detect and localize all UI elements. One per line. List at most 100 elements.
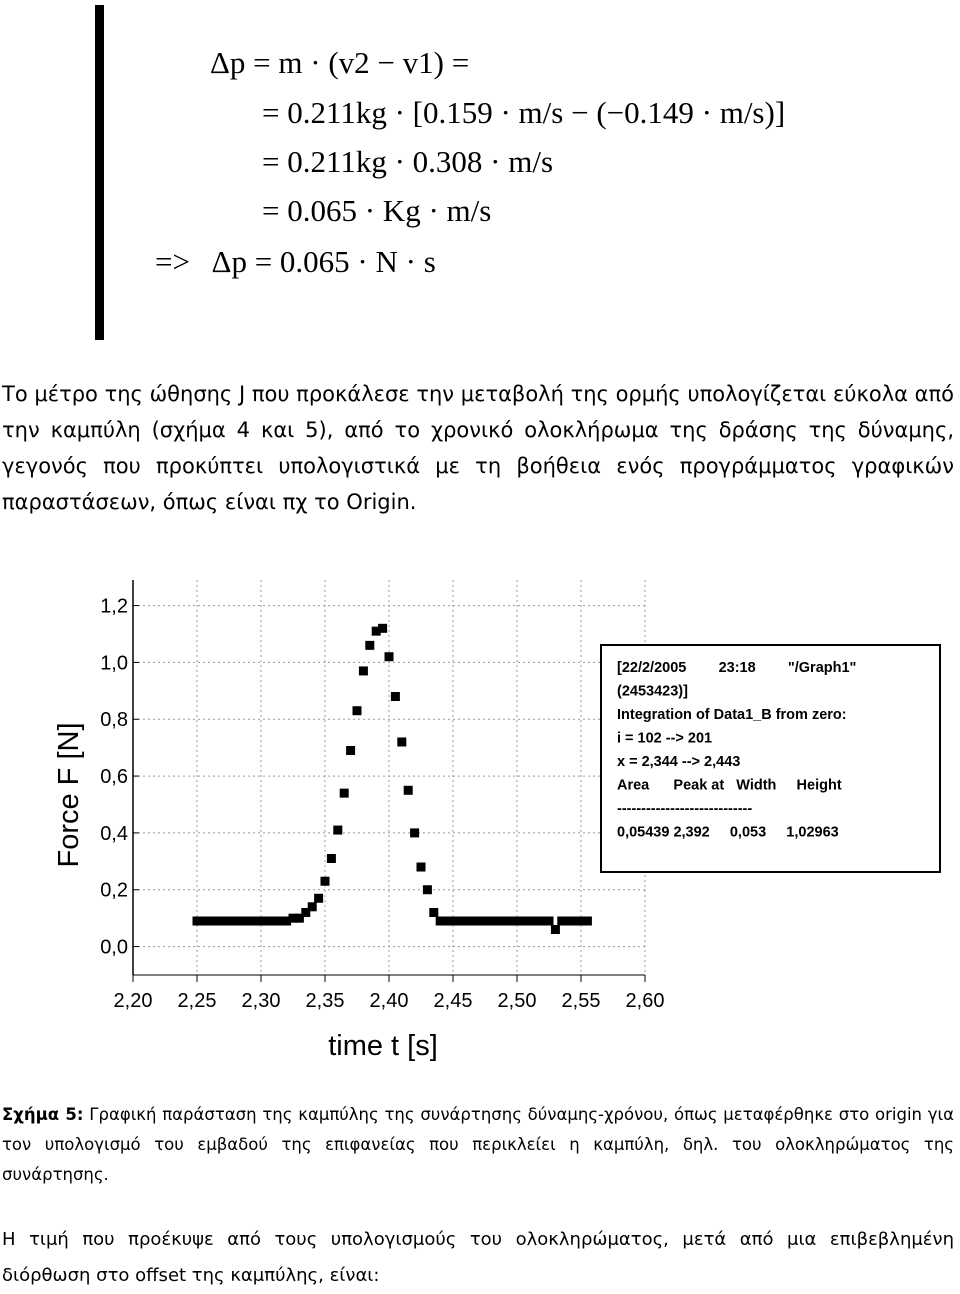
data-point [346, 746, 356, 756]
data-point [307, 902, 317, 912]
data-point [339, 788, 349, 798]
x-tick-label: 2,30 [242, 990, 281, 1012]
data-point [576, 916, 586, 926]
annotation-line: ---------------------------- [617, 801, 752, 817]
data-point [378, 623, 388, 633]
data-point [422, 885, 432, 895]
data-point [320, 876, 330, 886]
data-point [269, 916, 279, 926]
data-point [518, 916, 528, 926]
data-point [499, 916, 509, 926]
data-point [582, 916, 592, 926]
data-point [512, 916, 522, 926]
data-point [416, 862, 426, 872]
data-point [314, 893, 324, 903]
data-point [467, 916, 477, 926]
data-point [205, 916, 215, 926]
data-point [474, 916, 484, 926]
y-tick-label: 0,0 [100, 937, 128, 959]
equation-line: Δp = m · (v2 − v1) = [210, 45, 470, 80]
data-point [538, 916, 548, 926]
data-point [448, 916, 458, 926]
bar [95, 5, 104, 340]
data-point [570, 916, 580, 926]
y-tick-label: 1,0 [100, 652, 128, 674]
x-tick-label: 2,40 [370, 990, 409, 1012]
y-tick-label: 0,2 [100, 880, 128, 902]
data-point [461, 916, 471, 926]
data-point [198, 916, 208, 926]
data-point [282, 916, 292, 926]
data-point [262, 916, 272, 926]
annotation-line: 0,05439 2,392 0,053 1,02963 [617, 825, 839, 841]
data-point [250, 916, 260, 926]
data-point [256, 916, 266, 926]
annotation-line: x = 2,344 --> 2,443 [617, 754, 740, 770]
data-point [493, 916, 503, 926]
x-tick-label: 2,50 [498, 990, 537, 1012]
data-point [358, 666, 368, 676]
data-point [243, 916, 253, 926]
data-point [429, 907, 439, 917]
data-point [506, 916, 516, 926]
y-tick-label: 0,6 [100, 766, 128, 788]
data-point [288, 913, 298, 923]
closing-paragraph: Η τιμή που προέκυψε από τους υπολογισμού… [2, 1229, 954, 1286]
data-point [390, 692, 400, 702]
equation-line: => Δp = 0.065 · N · s [155, 244, 436, 279]
data-point [237, 916, 247, 926]
data-point [384, 652, 394, 662]
data-point [525, 916, 535, 926]
data-point [410, 828, 420, 838]
data-point [294, 913, 304, 923]
x-tick-label: 2,25 [178, 990, 217, 1012]
data-point [371, 626, 381, 636]
data-point [397, 737, 407, 747]
equation-line: = 0.211kg · 0.308 · m/s [262, 144, 554, 179]
data-point [563, 916, 573, 926]
data-point [544, 916, 554, 926]
caption: Σχήμα 5: Γραφική παράσταση της καμπύλης … [2, 1100, 954, 1190]
data-point [333, 825, 343, 835]
y-tick-label: 1,2 [100, 596, 128, 618]
annotation-line: Area Peak at Width Height [617, 778, 842, 794]
data-point [403, 785, 413, 795]
y-tick-label: 0,8 [100, 709, 128, 731]
caption-text: Γραφική παράσταση της καμπύλης της συνάρ… [2, 1105, 954, 1184]
equation-line: = 0.211kg · [0.159 · m/s − (−0.149 · m/s… [262, 95, 786, 130]
data-point [454, 916, 464, 926]
data-point [352, 706, 362, 716]
x-tick-label: 2,45 [434, 990, 473, 1012]
data-point [230, 916, 240, 926]
paragraph: Το μέτρο της ώθησης J που προκάλεσε την … [2, 382, 954, 514]
data-point [550, 925, 560, 935]
data-point [275, 916, 285, 926]
data-point [486, 916, 496, 926]
data-point [211, 916, 221, 926]
annotation-line: [22/2/2005 23:18 "/Graph1" [617, 660, 856, 676]
x-tick-label: 2,55 [562, 990, 601, 1012]
caption-label: Σχήμα 5: [2, 1105, 84, 1124]
data-point [192, 916, 202, 926]
data-point [442, 916, 452, 926]
data-point [224, 916, 234, 926]
data-point [557, 916, 567, 926]
data-point [365, 640, 375, 650]
annotation-line: Integration of Data1_B from zero: [617, 707, 847, 723]
data-point [435, 916, 445, 926]
annotation-line: i = 102 --> 201 [617, 731, 712, 747]
y-tick-label: 0,4 [100, 823, 128, 845]
annotation-line: (2453423)] [617, 684, 688, 700]
data-point [531, 916, 541, 926]
data-point [218, 916, 228, 926]
y-axis-label: Force F [N] [53, 722, 85, 867]
equation-line: = 0.065 · Kg · m/s [262, 193, 492, 228]
data-point [480, 916, 490, 926]
x-axis-label: time t [s] [328, 1030, 438, 1062]
data-point [301, 907, 311, 917]
x-tick-label: 2,35 [306, 990, 345, 1012]
data-point [326, 853, 336, 863]
x-tick-label: 2,60 [626, 990, 665, 1012]
annotation-box [600, 644, 941, 873]
